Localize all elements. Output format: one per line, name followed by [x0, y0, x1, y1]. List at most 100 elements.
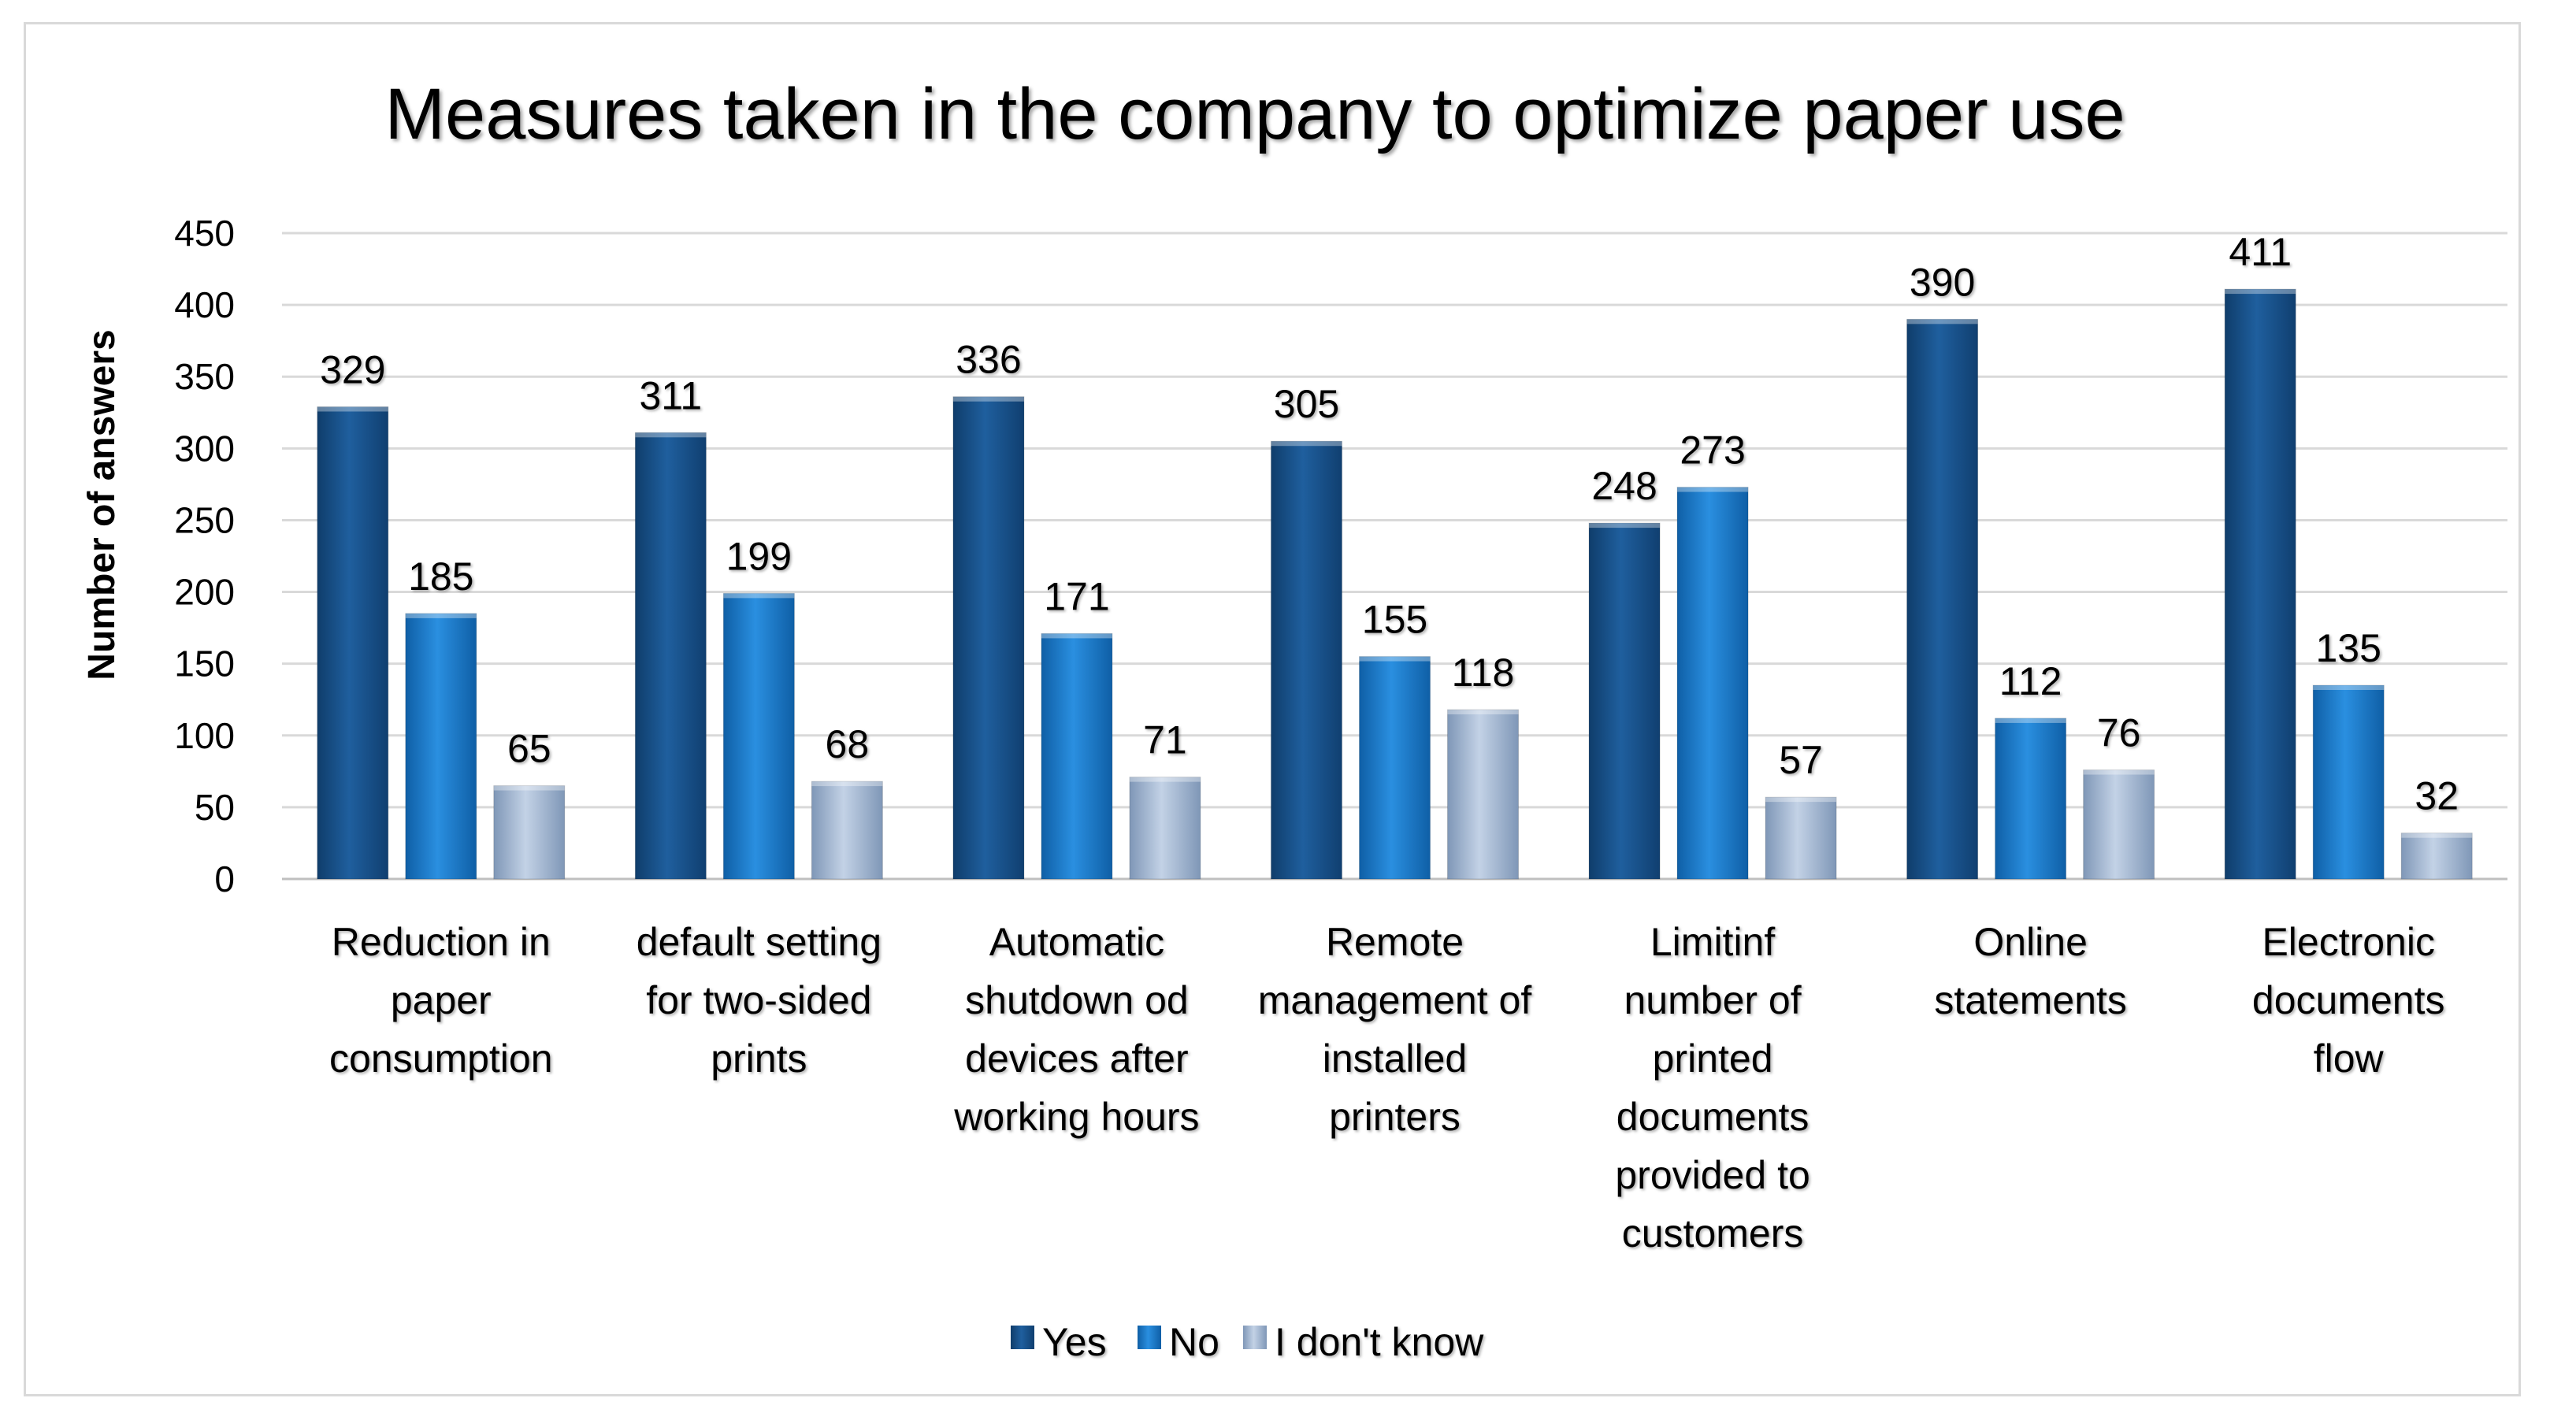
- data-label: 71: [1143, 718, 1187, 762]
- bar-yes-6: [2224, 288, 2296, 880]
- x-tick-label-line: number of: [1624, 978, 1802, 1022]
- x-tick-label-line: printed: [1653, 1036, 1773, 1081]
- chart-frame: Measures taken in the company to optimiz…: [24, 22, 2521, 1396]
- y-tick-label: 100: [174, 715, 235, 756]
- x-tick-label-line: paper: [391, 978, 492, 1022]
- bar-no-6: [2312, 684, 2385, 880]
- data-label: 135: [2315, 626, 2381, 670]
- bar-i-don-t-know-1: [811, 781, 883, 880]
- x-tick-label-line: Online: [1973, 920, 2088, 964]
- data-label: 118: [1452, 651, 1515, 695]
- x-tick-label-line: customers: [1622, 1211, 1804, 1255]
- y-tick-label: 300: [174, 428, 235, 469]
- data-label: 68: [826, 722, 870, 766]
- bar-cap: [1906, 319, 1978, 324]
- bar-i-don-t-know-3: [1447, 709, 1519, 880]
- x-tick-label-line: consumption: [329, 1036, 553, 1081]
- data-label: 273: [1680, 428, 1745, 473]
- data-label: 32: [2415, 774, 2459, 818]
- bar-yes-3: [1271, 440, 1342, 880]
- y-tick-label: 400: [174, 284, 235, 325]
- x-tick-label-line: Electronic: [2262, 920, 2435, 964]
- x-tick-label: Limitinf number of printed documents provide…: [1615, 920, 1810, 1255]
- x-tick-label: Online statements: [1934, 920, 2127, 1022]
- data-label: 305: [1274, 382, 1339, 426]
- bar-cap: [1041, 633, 1112, 639]
- bar-i-don-t-know-4: [1765, 796, 1837, 880]
- bar-cap: [1995, 718, 2066, 723]
- bar-cap: [2225, 289, 2296, 295]
- bar-cap: [2401, 833, 2473, 838]
- bar-no-2: [1041, 632, 1113, 880]
- data-label: 311: [639, 373, 702, 417]
- bar-cap: [635, 432, 707, 438]
- bar-cap: [1359, 656, 1431, 662]
- data-label: 248: [1591, 464, 1657, 508]
- bar-cap: [1765, 797, 1837, 803]
- x-tick-label-line: shutdown od: [965, 978, 1189, 1022]
- bar-cap: [723, 593, 795, 599]
- bar-yes-1: [634, 432, 707, 880]
- y-tick-label: 250: [174, 499, 235, 540]
- data-label: 199: [726, 534, 792, 578]
- data-label: 112: [1999, 659, 2062, 703]
- x-tick-label-line: flow: [2314, 1036, 2385, 1081]
- category-labels: Reduction in paper consumption default sett…: [329, 920, 2444, 1255]
- bar-cap: [1271, 441, 1342, 447]
- legend-label-0: Yes: [1042, 1320, 1107, 1364]
- bar-cap: [1677, 487, 1749, 492]
- x-tick-label-line: devices after: [965, 1036, 1188, 1081]
- bar-no-0: [405, 613, 477, 880]
- legend-label-2: I don't know: [1275, 1320, 1484, 1364]
- bar-cap: [2313, 685, 2385, 690]
- x-tick-label-line: Limitinf: [1650, 920, 1775, 964]
- y-tick-label: 150: [174, 643, 235, 684]
- data-label: 390: [1910, 260, 1975, 304]
- bar-cap: [811, 781, 883, 787]
- x-tick-label-line: Reduction in: [332, 920, 551, 964]
- x-tick-label: Reduction in paper consumption: [329, 920, 553, 1081]
- x-tick-label-line: default setting: [637, 920, 882, 964]
- bar-yes-5: [1906, 318, 1979, 880]
- x-tick-label-line: Remote: [1326, 920, 1464, 964]
- bar-i-don-t-know-6: [2400, 833, 2473, 880]
- bar-cap: [952, 396, 1024, 402]
- x-tick-label-line: provided to: [1615, 1153, 1810, 1197]
- x-tick-label-line: prints: [711, 1036, 807, 1081]
- y-tick-label: 200: [174, 572, 235, 613]
- data-label: 329: [320, 347, 385, 391]
- bar-no-1: [722, 592, 795, 880]
- bar-i-don-t-know-5: [2083, 769, 2155, 880]
- x-tick-label-line: working hours: [953, 1095, 1199, 1139]
- bar-i-don-t-know-0: [493, 785, 566, 880]
- x-tick-label-line: for two-sided: [646, 978, 871, 1022]
- y-tick-label: 50: [195, 787, 235, 828]
- y-tick-label: 450: [174, 213, 235, 254]
- bar-no-3: [1359, 656, 1431, 880]
- bar-cap: [1447, 709, 1519, 714]
- bars: [317, 288, 2473, 880]
- legend-label-1: No: [1169, 1320, 1219, 1364]
- bar-yes-0: [317, 406, 389, 880]
- y-axis-ticks: 0 50 100 150 200 250 300 350 400 450: [174, 213, 235, 899]
- y-tick-label: 350: [174, 356, 235, 397]
- data-label: 411: [2229, 230, 2292, 274]
- x-tick-label-line: Automatic: [989, 920, 1164, 964]
- bar-no-5: [1995, 718, 2067, 880]
- bar-cap: [405, 613, 477, 618]
- legend-swatch-0: [1011, 1326, 1034, 1349]
- bar-cap: [1589, 523, 1661, 528]
- data-label: 185: [408, 554, 473, 599]
- legend-swatch-2: [1243, 1326, 1267, 1349]
- bar-cap: [1129, 777, 1201, 782]
- bar-cap: [317, 406, 388, 412]
- bar-cap: [493, 785, 565, 791]
- x-tick-label: Automatic shutdown od devices after working…: [953, 920, 1199, 1139]
- data-label: 65: [507, 727, 551, 771]
- bar-yes-4: [1588, 522, 1661, 880]
- y-tick-label: 0: [214, 858, 235, 899]
- data-label: 76: [2097, 711, 2141, 755]
- x-tick-label-line: management of: [1258, 978, 1532, 1022]
- legend: Yes No I don't know: [1011, 1320, 1484, 1364]
- x-tick-label-line: documents: [2252, 978, 2445, 1022]
